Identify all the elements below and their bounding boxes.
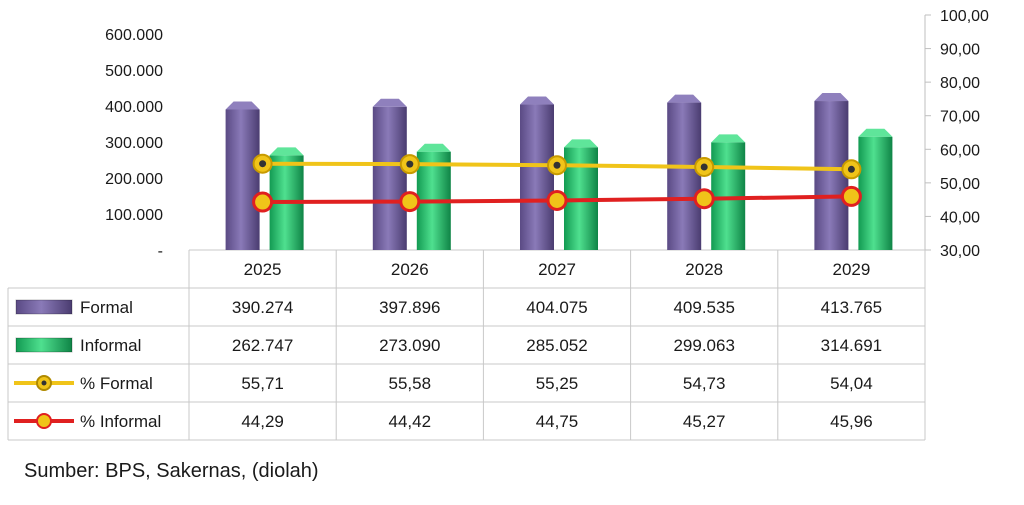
legend-marker	[36, 413, 52, 429]
bar-formal	[225, 109, 260, 250]
bar-formal	[520, 104, 554, 251]
bar-top-informal	[858, 128, 893, 137]
chart: - 100.000 200.000 300.000 400.000 500.000 600.…	[7, 8, 989, 441]
point-pct-informal	[840, 185, 862, 207]
data-table-value: 390.274	[232, 298, 293, 317]
data-table-value: 413.765	[821, 298, 882, 317]
data-table-value: 409.535	[673, 298, 734, 317]
right-axis-tick-label: 40,00	[940, 209, 980, 226]
point-center-pct-formal	[553, 161, 561, 169]
bar-formal	[814, 101, 849, 250]
point-pct-informal	[252, 191, 274, 213]
legend-marker-dot	[41, 380, 47, 386]
point-pct-informal	[546, 189, 568, 211]
bar-formal	[372, 106, 407, 250]
bar-informal	[858, 136, 893, 250]
left-axis-tick-label: 600.000	[105, 27, 163, 44]
right-axis-tick-label: 30,00	[940, 243, 980, 260]
data-table-value: 45,96	[830, 412, 873, 431]
category-label: 2025	[244, 260, 282, 279]
legend-label: Formal	[80, 298, 133, 317]
data-table-value: 54,73	[683, 374, 726, 393]
data-table-value: 273.090	[379, 336, 440, 355]
bar-top-formal	[225, 101, 260, 110]
bar-top-formal	[667, 94, 702, 103]
right-axis-tick-label: 60,00	[940, 142, 980, 159]
point-pct-informal	[693, 188, 715, 210]
point-center-pct-formal	[700, 163, 708, 171]
right-axis-tick-label: 70,00	[940, 109, 980, 126]
point-center-pct-formal	[259, 160, 267, 168]
data-table-value: 44,29	[241, 412, 284, 431]
data-table-value: 285.052	[526, 336, 587, 355]
point-pct-informal	[399, 191, 421, 213]
category-label: 2027	[538, 260, 576, 279]
bar-formal	[667, 102, 702, 250]
bar-top-informal	[564, 139, 598, 148]
category-label: 2028	[685, 260, 723, 279]
legend-label: % Informal	[80, 412, 161, 431]
legend-label: Informal	[80, 336, 141, 355]
bar-top-formal	[814, 93, 849, 102]
bar-top-informal	[416, 143, 451, 152]
data-table-value: 55,71	[241, 374, 284, 393]
data-table-value: 44,75	[536, 412, 579, 431]
left-axis-tick-label: 400.000	[105, 99, 163, 116]
legend-swatch-informal	[15, 337, 73, 353]
legend-swatch-formal	[15, 299, 73, 315]
category-label: 2026	[391, 260, 429, 279]
data-table-value: 44,42	[389, 412, 432, 431]
data-table-value: 299.063	[673, 336, 734, 355]
right-axis-tick-label: 90,00	[940, 42, 980, 59]
data-table-value: 55,58	[389, 374, 432, 393]
left-axis-tick-label: 100.000	[105, 207, 163, 224]
data-table-value: 55,25	[536, 374, 579, 393]
data-table-value: 54,04	[830, 374, 873, 393]
data-table-value: 314.691	[821, 336, 882, 355]
right-axis-tick-label: 100,00	[940, 8, 989, 25]
category-label: 2029	[832, 260, 870, 279]
right-axis-tick-label: 80,00	[940, 75, 980, 92]
bar-top-informal	[269, 147, 304, 156]
data-table-value: 397.896	[379, 298, 440, 317]
legend-label: % Formal	[80, 374, 153, 393]
data-table-value: 262.747	[232, 336, 293, 355]
bar-top-formal	[520, 96, 554, 105]
source-note: Sumber: BPS, Sakernas, (diolah)	[24, 460, 319, 482]
data-table-value: 404.075	[526, 298, 587, 317]
bar-informal	[711, 142, 746, 250]
left-axis-tick-label: -	[158, 243, 163, 260]
left-axis-tick-label: 200.000	[105, 171, 163, 188]
left-axis-tick-label: 300.000	[105, 135, 163, 152]
point-center-pct-formal	[406, 160, 414, 168]
bar-top-formal	[372, 98, 407, 107]
right-axis-tick-label: 50,00	[940, 176, 980, 193]
bar-top-informal	[711, 134, 746, 143]
left-axis-tick-label: 500.000	[105, 63, 163, 80]
point-center-pct-formal	[847, 165, 855, 173]
data-table-value: 45,27	[683, 412, 726, 431]
